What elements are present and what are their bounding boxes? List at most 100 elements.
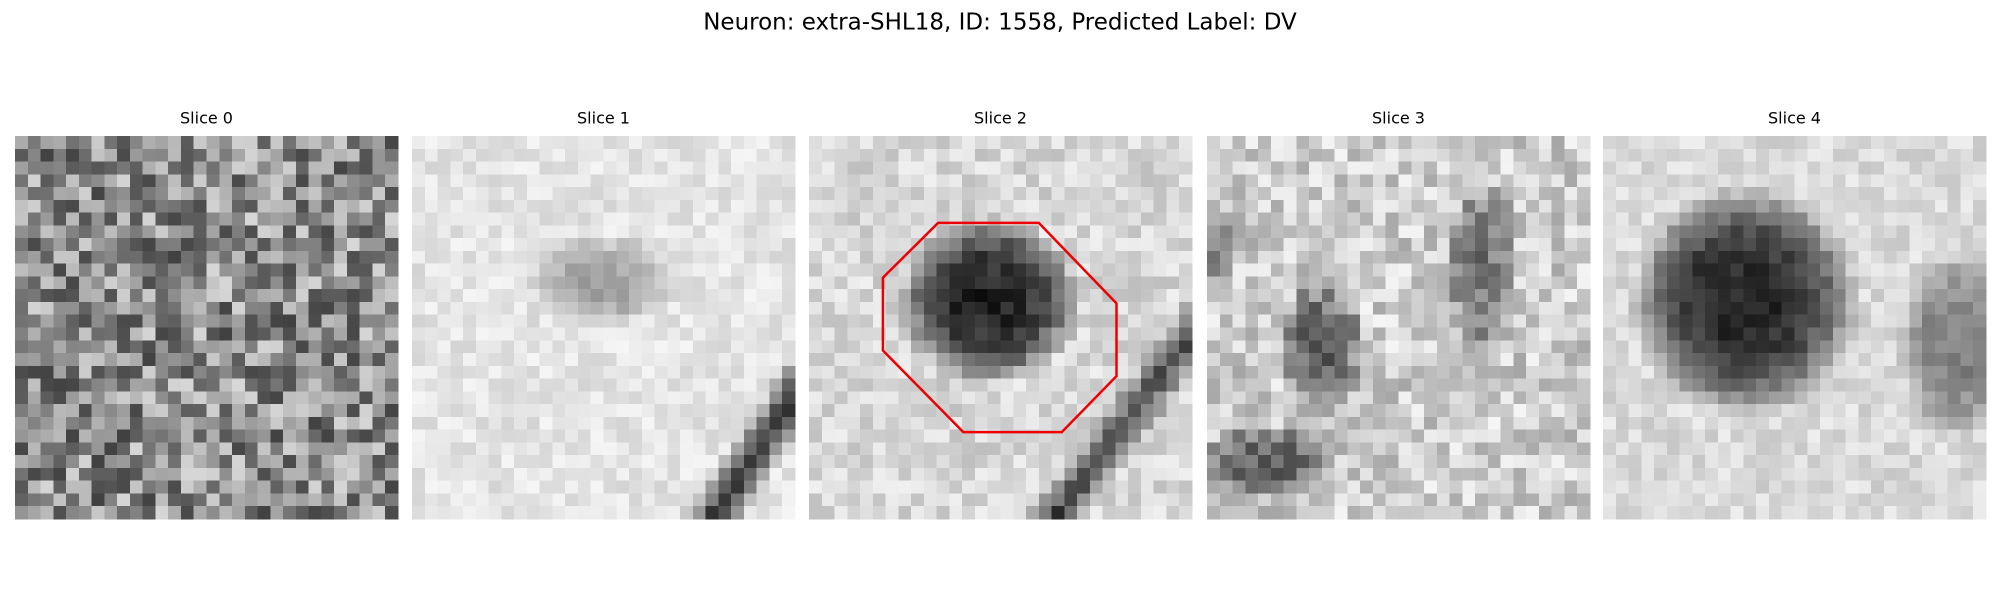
pixel xyxy=(1973,506,1987,520)
pixel xyxy=(654,493,668,507)
pixel xyxy=(53,301,67,316)
pixel xyxy=(1102,199,1116,214)
pixel xyxy=(860,493,874,507)
pixel xyxy=(1166,238,1180,252)
pixel xyxy=(1064,391,1078,405)
pixel xyxy=(346,378,361,392)
pixel xyxy=(424,467,439,482)
pixel xyxy=(1603,289,1617,303)
pixel xyxy=(283,480,297,494)
pixel xyxy=(769,506,783,520)
pixel xyxy=(1219,276,1234,290)
pixel xyxy=(1820,391,1834,405)
pixel xyxy=(180,276,195,290)
pixel xyxy=(1654,161,1668,175)
pixel xyxy=(923,455,938,469)
pixel xyxy=(168,199,182,214)
pixel xyxy=(898,174,912,188)
pixel xyxy=(1270,199,1285,214)
pixel xyxy=(1411,327,1425,341)
pixel xyxy=(1462,378,1476,392)
pixel xyxy=(1947,212,1961,226)
pixel xyxy=(692,238,707,252)
pixel xyxy=(1858,289,1872,303)
pixel xyxy=(731,148,745,163)
pixel xyxy=(193,187,207,201)
pixel xyxy=(987,301,1001,316)
pixel xyxy=(1153,327,1167,341)
pixel xyxy=(1334,353,1348,367)
pixel xyxy=(718,263,732,277)
pixel xyxy=(680,429,694,443)
pixel xyxy=(1321,353,1336,367)
pixel xyxy=(1487,506,1502,520)
pixel xyxy=(1089,353,1104,367)
pixel xyxy=(1449,289,1463,303)
pixel xyxy=(232,314,246,328)
pixel xyxy=(1372,187,1387,201)
pixel xyxy=(142,161,156,175)
pixel xyxy=(1140,301,1155,316)
pixel xyxy=(475,442,490,456)
pixel xyxy=(1871,148,1885,163)
pixel xyxy=(1436,340,1451,354)
pixel xyxy=(129,301,144,316)
pixel xyxy=(1871,340,1885,354)
pixel xyxy=(1089,404,1104,418)
pixel xyxy=(1871,391,1885,405)
pixel xyxy=(1140,136,1155,150)
pixel xyxy=(526,442,541,456)
pixel xyxy=(1564,136,1578,150)
pixel xyxy=(1896,340,1910,354)
pixel xyxy=(885,429,899,443)
pixel xyxy=(1615,455,1630,469)
pixel xyxy=(987,506,1001,520)
pixel xyxy=(1538,353,1553,367)
pixel xyxy=(1603,442,1617,456)
pixel xyxy=(1666,493,1681,507)
pixel xyxy=(718,391,732,405)
pixel xyxy=(437,429,451,443)
pixel xyxy=(1232,276,1246,290)
pixel xyxy=(885,212,899,226)
pixel xyxy=(692,442,707,456)
pixel xyxy=(463,148,477,163)
pixel xyxy=(1296,391,1310,405)
pixel xyxy=(641,353,656,367)
pixel xyxy=(1372,212,1387,226)
pixel xyxy=(1424,314,1438,328)
pixel xyxy=(488,276,502,290)
pixel xyxy=(1743,250,1757,265)
pixel xyxy=(1679,493,1693,507)
pixel xyxy=(1372,353,1387,367)
pixel xyxy=(450,442,464,456)
pixel xyxy=(514,455,528,469)
pixel xyxy=(809,378,823,392)
pixel xyxy=(1679,136,1693,150)
pixel xyxy=(1064,161,1078,175)
pixel xyxy=(1692,212,1706,226)
pixel xyxy=(962,225,976,239)
pixel xyxy=(1679,263,1693,277)
pixel xyxy=(66,404,80,418)
pixel xyxy=(1666,238,1681,252)
pixel xyxy=(1077,148,1091,163)
pixel xyxy=(1077,340,1091,354)
pixel xyxy=(463,301,477,316)
pixel xyxy=(680,467,694,482)
pixel xyxy=(1538,289,1553,303)
pixel xyxy=(1128,301,1142,316)
pixel xyxy=(1347,416,1361,431)
pixel xyxy=(359,404,373,418)
pixel xyxy=(1934,378,1949,392)
pixel xyxy=(1258,174,1272,188)
pixel xyxy=(552,276,566,290)
pixel xyxy=(463,404,477,418)
pixel xyxy=(911,187,925,201)
pixel xyxy=(936,429,950,443)
pixel xyxy=(1807,276,1821,290)
pixel xyxy=(1283,136,1297,150)
pixel xyxy=(1551,301,1565,316)
pixel xyxy=(104,442,118,456)
pixel xyxy=(385,391,399,405)
